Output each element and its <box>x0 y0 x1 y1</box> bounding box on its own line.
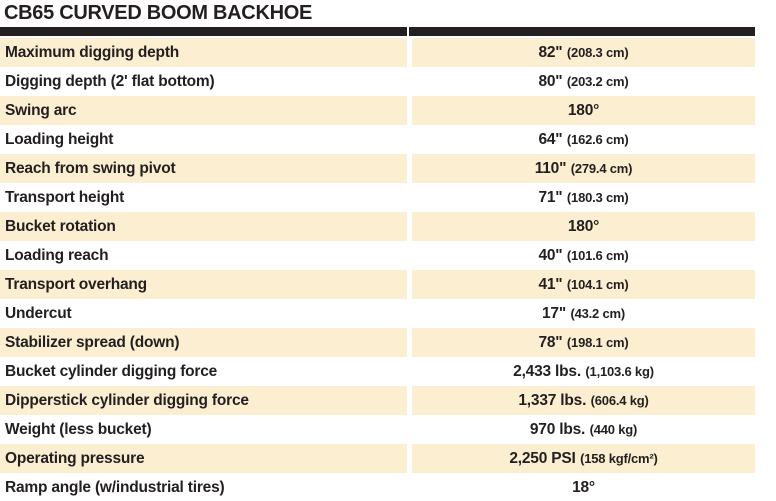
table-row: Loading height 64" (162.6 cm) <box>0 125 755 154</box>
spec-value: 110" (279.4 cm) <box>412 154 755 183</box>
spec-value-primary: 2,250 PSI <box>509 450 576 467</box>
spec-value: 71" (180.3 cm) <box>412 183 755 212</box>
spec-value-primary: 180° <box>567 218 600 235</box>
spec-value: 64" (162.6 cm) <box>412 125 755 154</box>
spec-label: Reach from swing pivot <box>0 154 407 183</box>
spec-label: Transport height <box>5 188 125 206</box>
table-row: Transport overhang 41" (104.1 cm) <box>0 270 755 299</box>
spec-value-metric: (1,103.6 kg) <box>585 364 654 379</box>
table-row: Maximum digging depth 82" (208.3 cm) <box>0 38 755 67</box>
table-row: Ramp angle (w/industrial tires) 18° <box>0 473 755 501</box>
spec-label: Loading height <box>5 130 114 148</box>
spec-value-metric: (104.1 cm) <box>566 277 629 292</box>
spec-value-primary: 40" <box>538 247 563 264</box>
spec-label: Loading reach <box>5 246 109 264</box>
spec-value-primary: 64" <box>538 131 563 148</box>
spec-value: 80" (203.2 cm) <box>412 67 755 96</box>
spec-value: 2,250 PSI (158 kgf/cm²) <box>412 444 755 473</box>
spec-value-metric: (101.6 cm) <box>566 248 629 263</box>
spec-value: 180° <box>412 212 755 241</box>
spec-label: Bucket rotation <box>0 212 407 241</box>
spec-value-metric: (208.3 cm) <box>566 45 629 60</box>
spec-value-primary: 2,433 lbs. <box>513 363 581 380</box>
table-row: Loading reach 40" (101.6 cm) <box>0 241 755 270</box>
spec-sheet: CB65 CURVED BOOM BACKHOE Maximum digging… <box>0 2 755 501</box>
spec-table: Maximum digging depth 82" (208.3 cm) Diggi… <box>0 38 755 501</box>
divider-bar <box>0 27 755 36</box>
spec-label: Maximum digging depth <box>0 38 407 67</box>
spec-label: Bucket cylinder digging force <box>5 362 218 380</box>
spec-label: Weight (less bucket) <box>5 420 152 438</box>
spec-value: 1,337 lbs. (606.4 kg) <box>412 386 755 415</box>
table-row: Stabilizer spread (down) 78" (198.1 cm) <box>0 328 755 357</box>
spec-value-primary: 17" <box>541 305 566 322</box>
table-row: Undercut 17" (43.2 cm) <box>0 299 755 328</box>
spec-value-primary: 970 lbs. <box>529 421 586 438</box>
spec-value: 78" (198.1 cm) <box>412 328 755 357</box>
spec-value-metric: (606.4 kg) <box>590 393 649 408</box>
spec-value: 41" (104.1 cm) <box>412 270 755 299</box>
spec-value-metric: (440 kg) <box>589 422 638 437</box>
spec-value: 970 lbs. (440 kg) <box>412 415 755 444</box>
spec-value: 17" (43.2 cm) <box>412 299 755 328</box>
spec-label: Swing arc <box>0 96 407 125</box>
spec-label: Digging depth (2' flat bottom) <box>5 72 215 90</box>
spec-value-primary: 80" <box>538 73 563 90</box>
spec-value-primary: 82" <box>538 44 563 61</box>
spec-value-primary: 71" <box>538 189 563 206</box>
spec-value: 180° <box>412 96 755 125</box>
spec-label: Dipperstick cylinder digging force <box>0 386 407 415</box>
spec-value-primary: 180° <box>567 102 600 119</box>
spec-value-metric: (198.1 cm) <box>566 335 629 350</box>
table-row: Operating pressure 2,250 PSI (158 kgf/cm²… <box>0 444 755 473</box>
spec-label: Ramp angle (w/industrial tires) <box>5 478 225 496</box>
spec-label: Stabilizer spread (down) <box>0 328 407 357</box>
table-row: Bucket rotation 180° <box>0 212 755 241</box>
spec-value-metric: (158 kgf/cm²) <box>580 451 658 466</box>
table-row: Digging depth (2' flat bottom) 80" (203.2… <box>0 67 755 96</box>
spec-value-metric: (162.6 cm) <box>566 132 629 147</box>
table-row: Transport height 71" (180.3 cm) <box>0 183 755 212</box>
spec-value-metric: (279.4 cm) <box>570 161 633 176</box>
spec-value-primary: 78" <box>538 334 563 351</box>
spec-value: 82" (208.3 cm) <box>412 38 755 67</box>
spec-value-primary: 41" <box>538 276 563 293</box>
table-row: Dipperstick cylinder digging force 1,337 … <box>0 386 755 415</box>
table-row: Swing arc 180° <box>0 96 755 125</box>
spec-label: Undercut <box>5 304 72 322</box>
spec-value: 2,433 lbs. (1,103.6 kg) <box>412 357 755 386</box>
spec-value: 18° <box>412 473 755 501</box>
spec-value: 40" (101.6 cm) <box>412 241 755 270</box>
page-title: CB65 CURVED BOOM BACKHOE <box>4 2 313 24</box>
spec-label: Transport overhang <box>0 270 407 299</box>
spec-value-metric: (203.2 cm) <box>566 74 629 89</box>
table-row: Bucket cylinder digging force 2,433 lbs. … <box>0 357 755 386</box>
spec-label: Operating pressure <box>0 444 407 473</box>
spec-value-primary: 1,337 lbs. <box>518 392 587 409</box>
spec-value-metric: (43.2 cm) <box>570 306 625 321</box>
table-row: Reach from swing pivot 110" (279.4 cm) <box>0 154 755 183</box>
spec-value-primary: 18° <box>572 479 595 496</box>
table-row: Weight (less bucket) 970 lbs. (440 kg) <box>0 415 755 444</box>
spec-value-primary: 110" <box>534 160 567 177</box>
spec-value-metric: (180.3 cm) <box>566 190 629 205</box>
